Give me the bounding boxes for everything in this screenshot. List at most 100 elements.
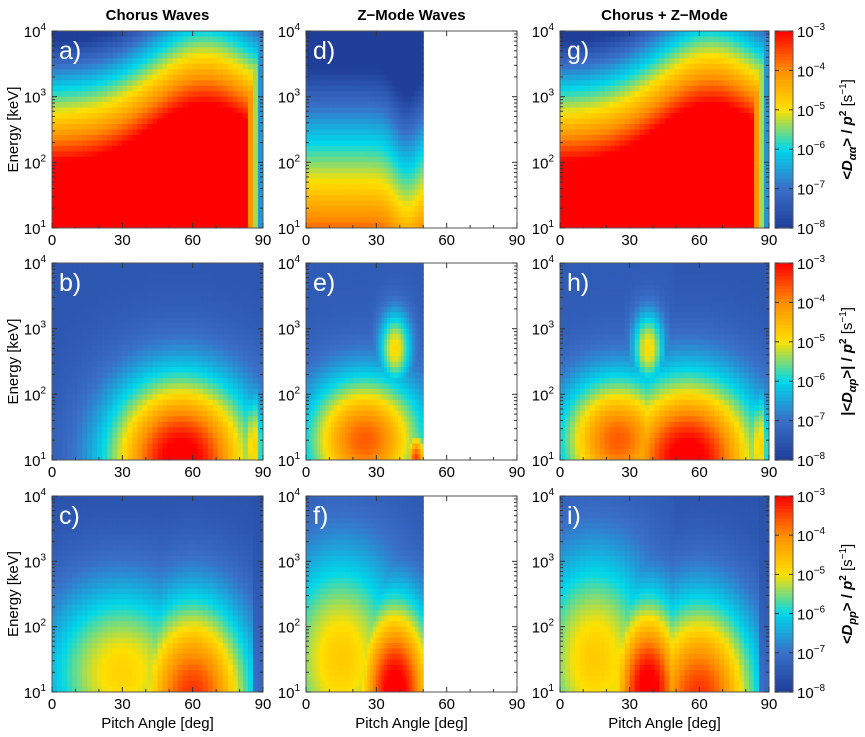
heatmap-cell: [339, 41, 343, 49]
heatmap-cell: [107, 184, 113, 191]
heatmap-cell: [202, 145, 209, 152]
y-tick-label: 103: [532, 88, 555, 107]
heatmap-cell: [92, 211, 98, 218]
heatmap-cell: [202, 74, 209, 81]
heatmap-cell: [252, 222, 259, 228]
heatmap-cell: [331, 69, 335, 76]
heatmap-cell: [389, 167, 394, 174]
heatmap-cell: [619, 52, 626, 59]
heatmap-cell: [714, 58, 720, 65]
heatmap-cell: [609, 222, 616, 228]
heatmap-cell: [202, 118, 209, 125]
heatmap-cell: [187, 140, 194, 147]
heatmap-cell: [353, 162, 357, 169]
heatmap-cell: [77, 47, 83, 54]
heatmap-cell: [97, 118, 103, 125]
heatmap-cell: [649, 74, 656, 81]
heatmap-cell: [162, 102, 169, 109]
heatmap-cell: [364, 167, 368, 174]
heatmap-cell: [689, 156, 695, 163]
heatmap-cell: [392, 134, 396, 142]
heatmap-cell: [336, 80, 341, 87]
heatmap-cell: [345, 184, 349, 191]
heatmap-cell: [649, 195, 656, 202]
heatmap-cell: [704, 102, 710, 109]
heatmap-cell: [739, 69, 745, 76]
heatmap-cell: [599, 69, 606, 76]
y-tick-label: 101: [278, 219, 301, 238]
heatmap-cell: [306, 167, 310, 174]
heatmap-cell: [117, 52, 123, 59]
heatmap-cell: [560, 151, 566, 158]
heatmap-cell: [654, 36, 661, 43]
heatmap-cell: [132, 85, 138, 92]
heatmap-cell: [345, 91, 349, 98]
heatmap-cell: [207, 52, 214, 59]
heatmap-cell: [381, 178, 385, 185]
heatmap-cell: [62, 361, 68, 368]
heatmap-cell: [634, 200, 641, 207]
heatmap-cell: [62, 301, 68, 308]
heatmap-cell: [217, 156, 224, 163]
heatmap-cell: [107, 102, 113, 109]
heatmap-cell: [257, 145, 263, 152]
heatmap-cell: [92, 58, 98, 65]
heatmap-cell: [347, 113, 352, 120]
heatmap-cell: [328, 52, 332, 59]
heatmap-cell: [227, 31, 234, 38]
heatmap-cell: [644, 178, 651, 185]
heatmap-cell: [336, 113, 341, 120]
heatmap-cell: [739, 113, 745, 120]
heatmap-cell: [417, 200, 422, 207]
heatmap-cell: [714, 118, 720, 125]
heatmap-cell: [609, 217, 616, 224]
heatmap-cell: [72, 421, 78, 428]
heatmap-cell: [364, 162, 368, 169]
heatmap-cell: [409, 173, 413, 180]
heatmap-cell: [381, 69, 385, 76]
heatmap-cell: [252, 85, 259, 92]
heatmap-cell: [227, 145, 234, 152]
heatmap-cell: [694, 107, 700, 114]
heatmap-cell: [629, 96, 636, 103]
heatmap-cell: [370, 195, 374, 202]
heatmap-cell: [724, 211, 730, 218]
heatmap-cell: [350, 80, 355, 87]
heatmap-cell: [403, 200, 408, 207]
heatmap-cell: [157, 195, 164, 202]
heatmap-cell: [409, 69, 413, 76]
heatmap-cell: [314, 206, 318, 213]
heatmap-cell: [57, 118, 63, 125]
heatmap-cell: [754, 189, 760, 196]
heatmap-cell: [400, 52, 405, 59]
heatmap-cell: [361, 41, 366, 49]
heatmap-cell: [599, 217, 606, 224]
heatmap-cell: [122, 102, 128, 109]
heatmap-cell: [674, 162, 681, 169]
heatmap-cell: [609, 102, 616, 109]
heatmap-cell: [317, 85, 321, 92]
heatmap-cell: [311, 211, 315, 218]
heatmap-cell: [347, 124, 352, 131]
heatmap-cell: [82, 80, 88, 87]
heatmap-cell: [375, 134, 380, 142]
heatmap-cell: [386, 47, 391, 54]
heatmap-cell: [157, 184, 164, 191]
heatmap-cell: [72, 328, 78, 335]
heatmap-cell: [132, 129, 138, 136]
heatmap-cell: [62, 63, 68, 70]
heatmap-cell: [579, 217, 586, 224]
heatmap-cell: [112, 80, 118, 87]
heatmap-cell: [739, 140, 745, 147]
heatmap-cell: [364, 47, 368, 54]
heatmap-cell: [384, 211, 388, 218]
heatmap-cell: [378, 36, 382, 43]
heatmap-cell: [142, 167, 149, 174]
heatmap-cell: [102, 124, 108, 131]
heatmap-cell: [137, 140, 144, 147]
heatmap-cell: [654, 211, 661, 218]
heatmap-cell: [257, 167, 263, 174]
heatmap-cell: [347, 91, 352, 98]
heatmap-cell: [182, 134, 189, 142]
heatmap-cell: [77, 124, 83, 131]
